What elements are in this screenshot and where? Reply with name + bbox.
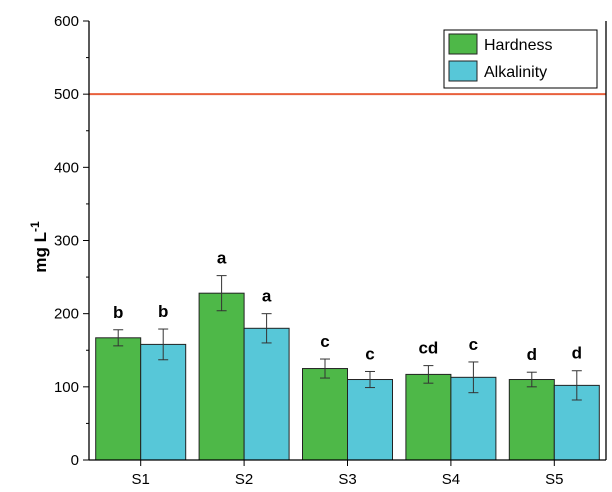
significance-letter-alkalinity-s1: b <box>158 302 168 321</box>
significance-letter-hardness-s2: a <box>217 249 227 268</box>
x-tick-label-s3: S3 <box>338 471 356 488</box>
y-tick-label-0: 0 <box>71 452 79 469</box>
bar-alkalinity-s1 <box>140 343 187 461</box>
bar-alkalinity-s3 <box>347 379 393 461</box>
legend: Hardness Alkalinity <box>443 29 598 89</box>
x-tick-label-s5: S5 <box>545 471 563 488</box>
x-tick-label-s1: S1 <box>132 471 150 488</box>
bar-hardness-s2 <box>198 292 245 461</box>
axes-layer: S1 S2 S3 S4 S5 0 100 200 300 400 500 600 <box>54 13 607 488</box>
y-axis-title: mg L-1 <box>28 221 50 273</box>
y-tick-label-300: 300 <box>54 233 79 250</box>
y-axis-title-superscript: -1 <box>28 221 42 232</box>
y-tick-label-500: 500 <box>54 86 79 103</box>
legend-label-alkalinity: Alkalinity <box>484 64 547 81</box>
significance-letter-alkalinity-s5: d <box>572 344 582 363</box>
legend-swatch-alkalinity <box>448 60 478 82</box>
y-tick-label-600: 600 <box>54 13 79 30</box>
significance-letter-hardness-s4: cd <box>418 339 438 358</box>
significance-letter-alkalinity-s3: c <box>365 344 374 363</box>
bar-hardness-s5 <box>508 379 555 461</box>
bar-hardness-s4 <box>405 373 452 461</box>
bar-hardness-s1 <box>95 337 142 461</box>
x-tick-label-s2: S2 <box>235 471 253 488</box>
y-tick-label-100: 100 <box>54 379 79 396</box>
y-axis-title-main: mg L <box>31 232 50 273</box>
y-tick-label-400: 400 <box>54 159 79 176</box>
significance-letter-hardness-s5: d <box>527 345 537 364</box>
error-bars-layer <box>113 275 582 401</box>
y-tick-label-200: 200 <box>54 306 79 323</box>
significance-letter-alkalinity-s2: a <box>262 287 272 306</box>
significance-letter-hardness-s1: b <box>113 303 123 322</box>
bar-hardness-s3 <box>302 368 348 461</box>
x-tick-label-s4: S4 <box>442 471 460 488</box>
bar-alkalinity-s2 <box>243 327 290 461</box>
significance-letter-alkalinity-s4: c <box>469 335 478 354</box>
bars-layer <box>95 292 600 461</box>
legend-label-hardness: Hardness <box>484 37 552 54</box>
significance-letter-hardness-s3: c <box>320 332 329 351</box>
legend-swatch-hardness <box>448 33 478 55</box>
